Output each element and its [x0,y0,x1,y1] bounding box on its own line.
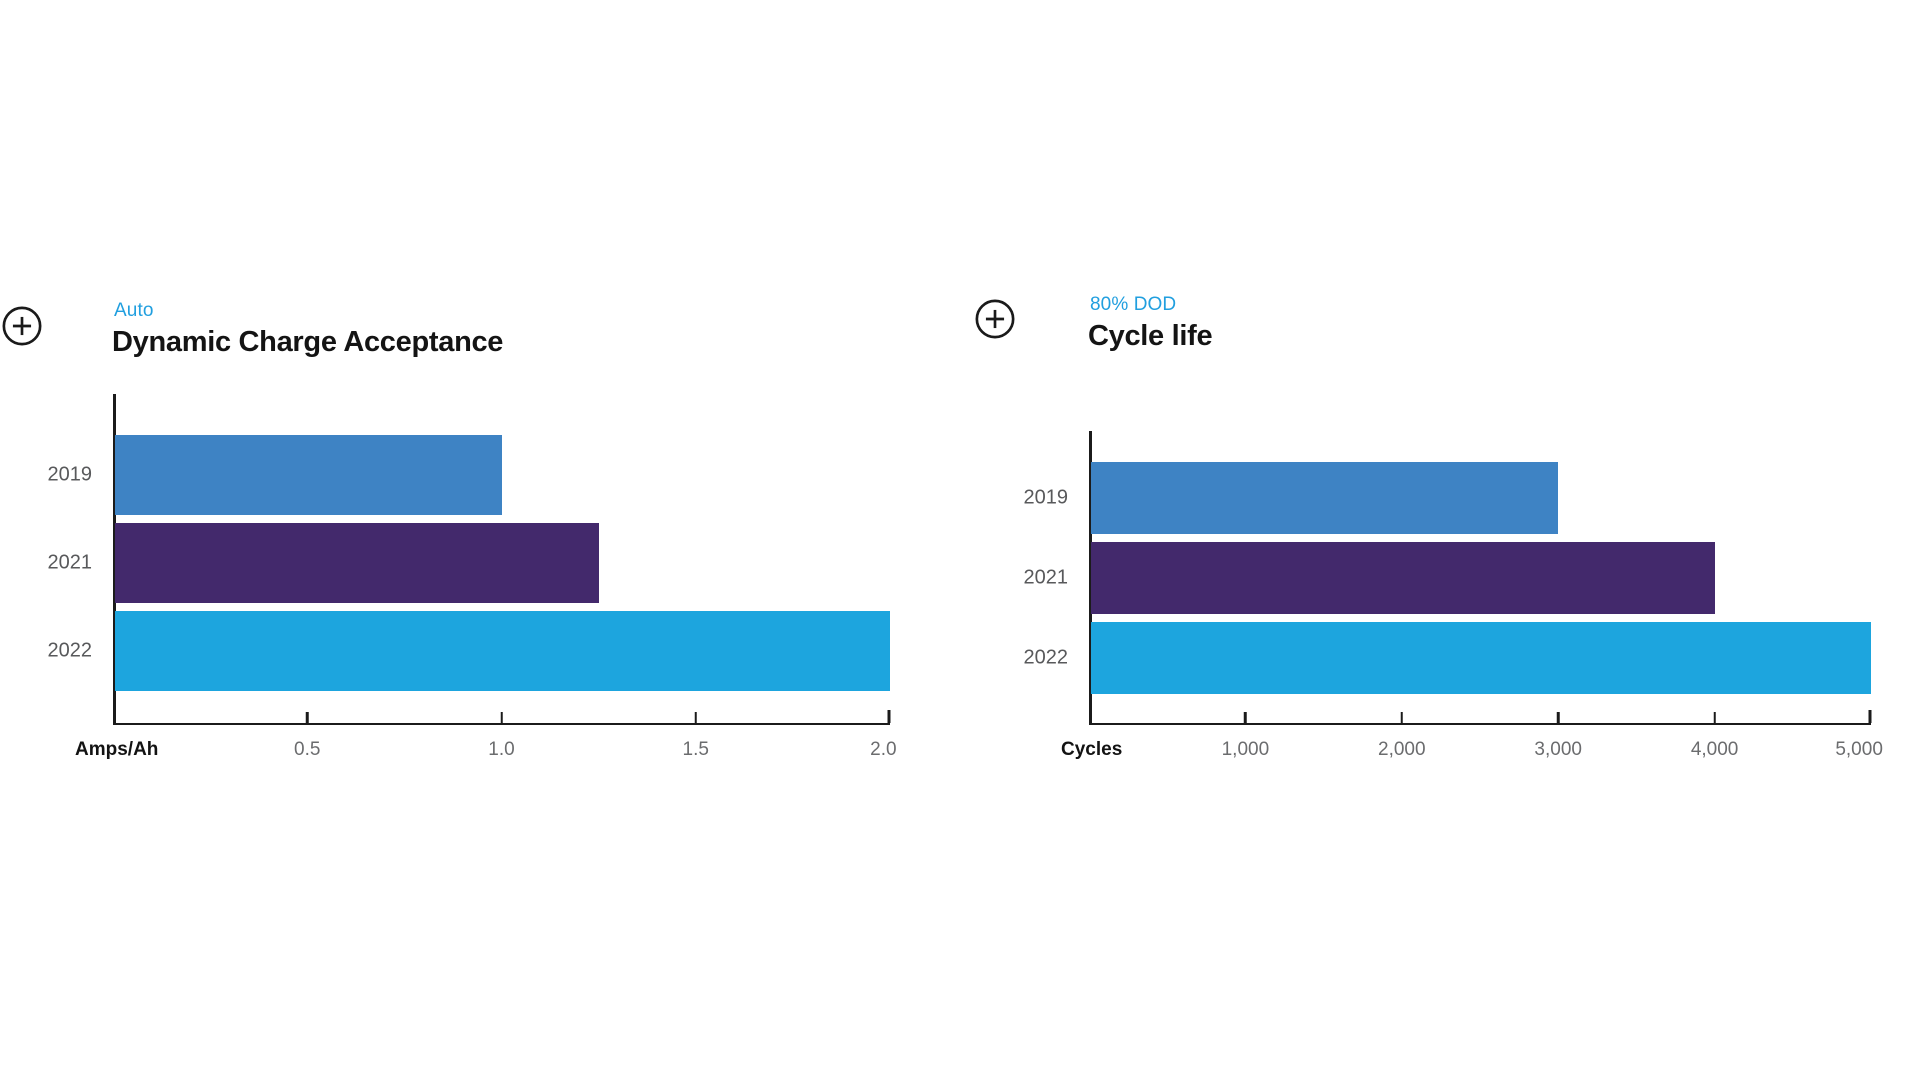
x-axis-tick-mark [1244,711,1247,723]
bar-2019 [1091,462,1559,534]
x-axis-line [1089,722,1871,725]
x-axis-tick-label: 2,000 [1378,739,1426,760]
bar-2019 [115,435,502,515]
category-label-2021: 2021 [1023,566,1069,589]
x-axis-tick-label: 0.5 [294,739,321,760]
category-label-2021: 2021 [47,551,93,574]
x-axis-tick-mark [694,711,697,723]
category-label-2019: 2019 [1023,486,1069,509]
chart-title: Cycle life [1088,320,1213,352]
x-axis-tick-label: 1.5 [682,739,709,760]
bar-2021 [1091,542,1715,614]
x-axis-tick-mark [1868,709,1871,723]
category-label-2022: 2022 [47,639,93,662]
x-axis-tick-label: 1.0 [488,739,515,760]
category-label-2022: 2022 [1023,646,1069,669]
bar-2022 [1091,622,1871,694]
x-axis-tick-mark [1400,711,1404,723]
plus-circle-icon[interactable] [1,305,43,347]
x-axis-unit-label: Amps/Ah [75,739,159,760]
x-axis-tick-mark [1713,711,1716,723]
bar-2022 [115,611,890,691]
x-axis-tick-mark [306,711,309,723]
y-axis-line [113,394,116,725]
x-axis-tick-mark [1556,711,1560,723]
chart-tag: 80% DOD [1090,294,1177,315]
x-axis-tick-label: 2.0 [870,739,897,760]
x-axis-tick-mark [500,711,503,723]
x-axis-line [113,722,890,725]
plus-circle-icon[interactable] [974,298,1016,340]
plot-area: Cycles 2019 2021 2022 1,000 2,000 3,000 4,000 5… [1024,431,1883,760]
y-axis-line [1089,431,1092,725]
plot-area: Amps/Ah 2019 2021 2022 0.5 1.0 1.5 2.0 [48,394,897,760]
chart-title: Dynamic Charge Acceptance [112,326,504,358]
category-label-2019: 2019 [47,463,93,486]
x-axis-tick-mark [887,709,890,723]
x-axis-unit-label: Cycles [1061,739,1123,760]
x-axis-tick-label: 1,000 [1221,739,1270,760]
x-axis-tick-label: 5,000 [1835,739,1883,760]
bar-2021 [115,523,599,603]
x-axis-tick-label: 3,000 [1534,739,1582,760]
x-axis-tick-label: 4,000 [1690,739,1739,760]
chart-tag: Auto [114,300,154,321]
